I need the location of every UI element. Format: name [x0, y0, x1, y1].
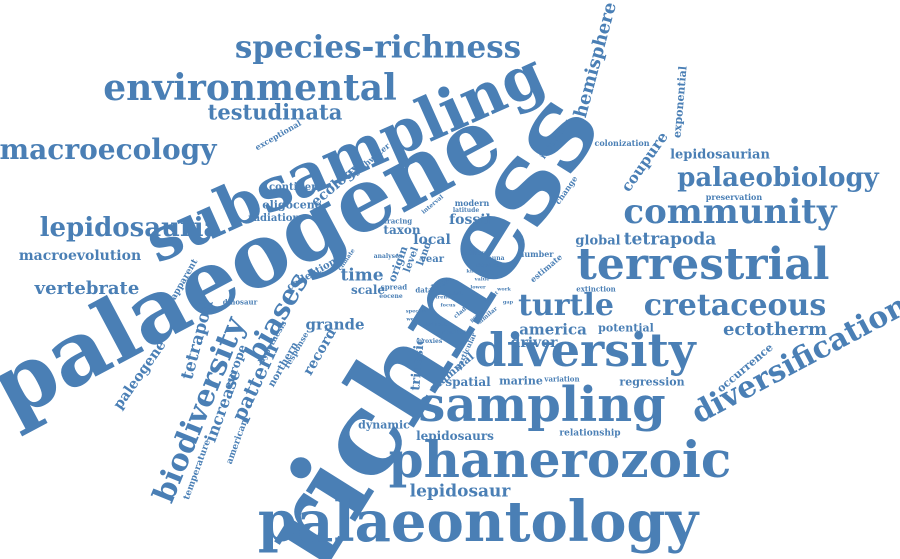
word-cretaceous: cretaceous: [643, 288, 827, 323]
word-earliest: earliest: [421, 321, 447, 328]
word-well: well: [406, 316, 418, 323]
word-studies: studies: [441, 329, 467, 336]
word-taxon: taxon: [383, 223, 421, 237]
word-continent: continent: [269, 182, 323, 193]
word-environmental: environmental: [103, 67, 397, 109]
word-year: year: [420, 254, 444, 265]
word-time: time: [340, 265, 384, 286]
word-role: role: [490, 272, 502, 279]
word-work: work: [497, 286, 511, 293]
word-oligocene: oligocene: [262, 198, 322, 212]
word-eocene: eocene: [379, 293, 403, 300]
word-kilometre: kilometre: [466, 268, 494, 275]
word-scale: scale: [350, 283, 386, 297]
word-square: square: [476, 262, 500, 269]
word-radiation: radiation: [248, 213, 300, 224]
word-regression: regression: [619, 375, 685, 389]
word-local: local: [413, 232, 451, 248]
word-relationship: relationship: [559, 428, 621, 439]
word-modern: modern: [454, 198, 490, 208]
word-vertebrate: vertebrate: [34, 278, 140, 299]
word-potential: potential: [598, 321, 654, 335]
word-lepidosaurs: lepidosaurs: [416, 429, 494, 443]
word-marine: marine: [499, 374, 543, 388]
word-macroevolution: macroevolution: [18, 248, 142, 264]
word-terrestrial: terrestrial: [576, 239, 830, 290]
word-species-richness: species-richness: [234, 29, 522, 66]
word-lower: lower: [470, 284, 486, 291]
word-dinosaur: dinosaur: [222, 297, 258, 307]
word-palaeobiology: palaeobiology: [677, 163, 879, 193]
word-colonization: colonization: [594, 138, 650, 148]
word-america: america: [519, 320, 587, 339]
word-turtle: turtle: [518, 288, 614, 323]
word-spread: spread: [380, 282, 408, 292]
word-exponential: exponential: [670, 65, 690, 139]
word-data: data: [415, 285, 433, 295]
word-dynamic: dynamic: [358, 418, 410, 432]
word-trend: trend: [435, 294, 451, 301]
word-american: american: [224, 417, 251, 466]
word-palaeontology: palaeontology: [257, 489, 699, 555]
word-past: past: [448, 290, 464, 297]
word-diversity: diversity: [474, 323, 696, 377]
word-preservation: preservation: [705, 192, 763, 202]
word-community: community: [623, 192, 837, 232]
word-grande: grande: [305, 315, 365, 334]
word-million: million: [462, 250, 486, 257]
word-number: number: [518, 249, 554, 259]
word-lepidosaurian: lepidosaurian: [670, 147, 770, 163]
word-latitude: latitude: [452, 207, 480, 214]
word-fauna: fauna: [485, 255, 505, 262]
word-analyses: analyses: [373, 253, 403, 260]
word-sampling: sampling: [418, 377, 666, 433]
word-testudinata: testudinata: [207, 99, 343, 125]
word-value: value: [474, 276, 490, 283]
word-phanerozoic: phanerozoic: [388, 430, 732, 489]
word-ectotherm: ectotherm: [722, 319, 828, 340]
word-gap: gap: [502, 299, 514, 306]
word-variation: variation: [544, 374, 580, 384]
word-tracing: tracing: [383, 216, 413, 226]
word-fossil: fossil: [449, 212, 491, 228]
word-tetrapoda: tetrapoda: [623, 229, 717, 250]
word-species: species: [405, 308, 427, 315]
word-global: global: [575, 233, 621, 249]
word-proxies: proxies: [417, 338, 443, 345]
word-lepidosaur: lepidosaur: [409, 481, 511, 502]
word-extinction: extinction: [576, 284, 616, 294]
word-macroecology: macroecology: [0, 133, 217, 166]
word-focus: focus: [440, 302, 456, 309]
word-hemisphere: hemisphere: [570, 0, 622, 120]
word-driver: driver: [510, 335, 558, 351]
word-spatial: spatial: [445, 375, 491, 389]
word-lepidosauria: lepidosauria: [39, 213, 221, 243]
